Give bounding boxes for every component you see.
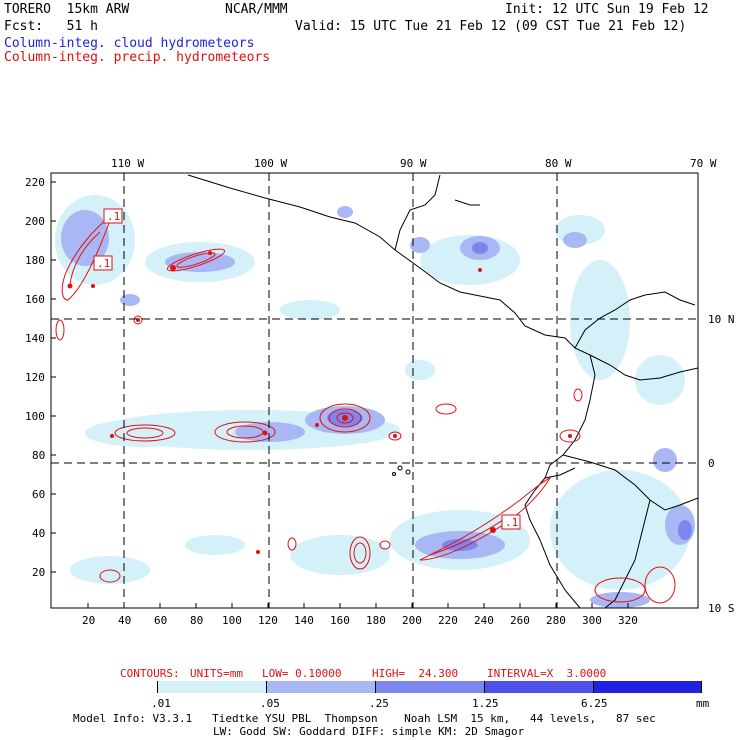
init-time: Init: 12 UTC Sun 19 Feb 12 (505, 2, 709, 17)
model-title: TORERO 15km ARW (4, 2, 130, 17)
x-tick-label: 40 (118, 614, 132, 627)
model-info: Model Info: V3.3.1 Tiedtke YSU PBL Thomp… (73, 712, 656, 725)
low-label-boxes (93, 208, 521, 530)
valid-time: Valid: 15 UTC Tue 21 Feb 12 (09 CST Tue … (295, 19, 687, 34)
x-tick-label: 20 (82, 614, 96, 627)
colorbar-swatch (485, 681, 594, 693)
y-tick-label: 80 (32, 449, 46, 462)
low-label: .1 (97, 257, 111, 270)
x-tick-label: 160 (330, 614, 350, 627)
contours-high: HIGH= 24.300 (372, 667, 459, 680)
low-label: .1 (505, 516, 519, 529)
model-physics: LW: Godd SW: Goddard DIFF: simple KM: 2D… (213, 725, 525, 738)
contours-units: UNITS=mm (190, 667, 243, 680)
colorbar-swatch (158, 681, 267, 693)
x-tick-label: 260 (510, 614, 530, 627)
lon-label: 100 W (254, 157, 288, 170)
x-tick-label: 280 (546, 614, 566, 627)
colorbar-swatch (376, 681, 485, 693)
colorbar-label: 1.25 (472, 697, 499, 710)
center-label: NCAR/MMM (225, 2, 288, 17)
y-tick-label: 60 (32, 488, 46, 501)
x-tick-label: 100 (222, 614, 242, 627)
x-tick-label: 200 (402, 614, 422, 627)
x-tick-label: 300 (582, 614, 602, 627)
colorbar-label: .25 (369, 697, 389, 710)
contours-label: CONTOURS: (120, 667, 180, 680)
colorbar-swatch (51, 681, 158, 693)
x-tick-label: 80 (190, 614, 204, 627)
y-tick-label: 220 (25, 176, 45, 189)
y-tick-label: 140 (25, 332, 45, 345)
lon-label: 110 W (111, 157, 145, 170)
x-tick-label: 60 (154, 614, 168, 627)
field-cloud-label: Column-integ. cloud hydrometeors (4, 36, 255, 51)
y-tick-label: 40 (32, 527, 46, 540)
y-tick-label: 20 (32, 566, 46, 579)
lon-label: 80 W (545, 157, 572, 170)
lat-lon-grid (51, 173, 698, 608)
colorbar-unit: mm (696, 697, 710, 710)
y-tick-label: 120 (25, 371, 45, 384)
colorbar-label: .05 (260, 697, 280, 710)
map-frame (50, 172, 699, 609)
y-tick-label: 160 (25, 293, 45, 306)
x-tick-label: 180 (366, 614, 386, 627)
y-tick-label: 200 (25, 215, 45, 228)
x-tick-label: 140 (294, 614, 314, 627)
precip-cores (67, 251, 572, 554)
lat-label: 10 N (708, 313, 735, 326)
low-label: .1 (107, 210, 121, 223)
cloud-hydrometeor-shading (55, 195, 695, 608)
forecast-hour: Fcst: 51 h (4, 19, 98, 34)
colorbar-label: .01 (151, 697, 171, 710)
x-tick-label: 320 (618, 614, 638, 627)
field-precip-label: Column-integ. precip. hydrometeors (4, 50, 271, 65)
lon-label: 90 W (400, 157, 427, 170)
precip-contours (55, 213, 676, 604)
contours-low: LOW= 0.10000 (262, 667, 342, 680)
y-tick-label: 100 (25, 410, 45, 423)
colorbar-swatch (594, 681, 702, 693)
lat-label: 0 (708, 457, 715, 470)
x-tick-label: 240 (474, 614, 494, 627)
lat-label: 10 S (708, 602, 735, 615)
contours-interval: INTERVAL=X 3.0000 (487, 667, 607, 680)
axis-ticks (51, 181, 629, 608)
x-tick-label: 220 (438, 614, 458, 627)
colorbar-label: 6.25 (581, 697, 608, 710)
lon-label: 70 W (690, 157, 717, 170)
colorbar-swatch (267, 681, 376, 693)
coastlines (187, 174, 699, 609)
x-tick-label: 120 (258, 614, 278, 627)
y-tick-label: 180 (25, 254, 45, 267)
